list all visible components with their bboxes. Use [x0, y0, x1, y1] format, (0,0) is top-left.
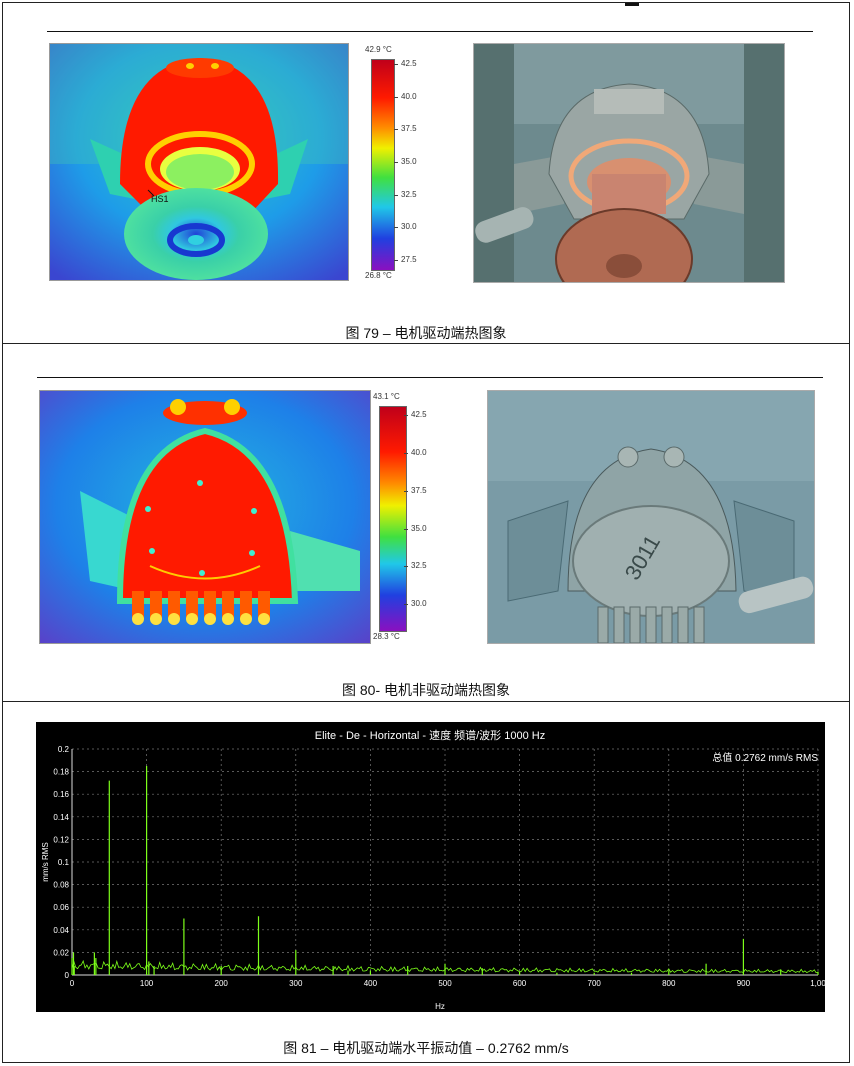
- figure-79-caption: 图 79 – 电机驱动端热图象: [345, 325, 507, 341]
- x-tick-label: 1,00: [810, 979, 825, 988]
- thermal-image-non-drive-end: [39, 390, 371, 644]
- scale-tick-label: 30.0: [411, 599, 427, 609]
- scale-min-label: 28.3 °C: [373, 632, 400, 641]
- temperature-scale-non-drive-end: 43.1 °C 28.3 °C 42.5 40.0 37.5 35.0 32.5 30.0: [373, 392, 443, 644]
- scale-min-label: 26.8 °C: [365, 271, 392, 280]
- photo-drive-end-graphic: [474, 44, 784, 282]
- x-axis-label: Hz: [435, 1002, 445, 1011]
- scale-tick-label: 35.0: [401, 157, 417, 167]
- scale-tick-label: 30.0: [401, 222, 417, 232]
- scale-tick-mark: [394, 259, 398, 261]
- figure-81-cell: Elite - De - Horizontal - 速度 频谱/波形 1000 …: [2, 701, 850, 1063]
- x-tick-label: 900: [737, 979, 751, 988]
- thermal-image-drive-end: HS1: [49, 43, 349, 281]
- thermal-drive-end-graphic: [50, 44, 348, 280]
- scale-tick-label: 40.0: [401, 91, 417, 101]
- y-tick-label: 0.02: [53, 948, 69, 957]
- x-tick-label: 200: [215, 979, 229, 988]
- photo-drive-end: [473, 43, 785, 283]
- y-tick-label: 0.08: [53, 881, 69, 890]
- scale-tick-label: 35.0: [411, 523, 427, 533]
- y-tick-label: 0.18: [53, 768, 69, 777]
- scale-tick-mark: [394, 194, 398, 196]
- x-tick-label: 600: [513, 979, 527, 988]
- x-tick-label: 300: [289, 979, 303, 988]
- spectrum-peaks: [71, 765, 819, 975]
- scale-tick-label: 42.5: [401, 59, 417, 69]
- scale-tick-mark: [404, 452, 408, 454]
- y-tick-label: 0.04: [53, 926, 69, 935]
- scale-tick-mark: [394, 129, 398, 131]
- overall-value-annotation: 总值 0.2762 mm/s RMS: [712, 751, 818, 764]
- x-tick-label: 100: [140, 979, 154, 988]
- x-tick-label: 700: [588, 979, 602, 988]
- scale-tick-label: 40.0: [411, 447, 427, 457]
- scale-tick-mark: [404, 415, 408, 417]
- y-tick-label: 0: [65, 971, 70, 980]
- y-tick-label: 0.2: [58, 745, 70, 754]
- y-tick-label: 0.06: [53, 903, 69, 912]
- y-axis-label: mm/s RMS: [41, 842, 50, 882]
- figure-79-cell: HS1 42.9 °C 26.8 °C 42.5 40.0 37.5 35.0 32.5…: [2, 2, 850, 344]
- scale-tick-label: 37.5: [411, 485, 427, 495]
- vibration-spectrum-chart: Elite - De - Horizontal - 速度 频谱/波形 1000 …: [36, 722, 826, 1012]
- scale-tick-mark: [394, 96, 398, 98]
- temperature-scale-drive-end: 42.9 °C 26.8 °C 42.5 40.0 37.5 35.0 32.5 30.0…: [363, 45, 433, 281]
- scale-tick-mark: [404, 566, 408, 568]
- scale-tick-label: 42.5: [411, 410, 427, 420]
- scale-tick-mark: [394, 64, 398, 66]
- tick-labels: 0 100 200 300 400 500 600 700 800 900 1,00 0 0.02 0.0…: [53, 745, 826, 988]
- scale-tick-label: 32.5: [411, 561, 427, 571]
- figure-81-caption: 图 81 – 电机驱动端水平振动值 – 0.2762 mm/s: [283, 1040, 569, 1056]
- chart-title: Elite - De - Horizontal - 速度 频谱/波形 1000 …: [315, 728, 545, 742]
- scale-tick-mark: [394, 227, 398, 229]
- cut-off-mark: [625, 3, 639, 6]
- scale-color-bar: [379, 406, 407, 632]
- grid-lines: [72, 748, 819, 975]
- hotspot-label: HS1: [151, 194, 169, 204]
- figure-80-caption: 图 80- 电机非驱动端热图象: [341, 682, 510, 698]
- photo-non-drive-end: 3011: [487, 390, 815, 644]
- y-tick-label: 0.16: [53, 790, 69, 799]
- top-rule: [47, 31, 813, 32]
- scale-color-bar: [371, 59, 395, 271]
- y-tick-label: 0.14: [53, 813, 69, 822]
- scale-tick-label: 37.5: [401, 124, 417, 134]
- x-tick-label: 400: [364, 979, 378, 988]
- scale-tick-label: 32.5: [401, 189, 417, 199]
- scale-tick-label: 27.5: [401, 254, 417, 264]
- x-tick-label: 0: [70, 979, 75, 988]
- y-tick-label: 0.1: [58, 858, 70, 867]
- figure-80-cell: 43.1 °C 28.3 °C 42.5 40.0 37.5 35.0 32.5 30.0…: [2, 343, 850, 702]
- spectrum-plot: Elite - De - Horizontal - 速度 频谱/波形 1000 …: [41, 728, 826, 1011]
- scale-max-label: 42.9 °C: [365, 45, 392, 54]
- scale-tick-mark: [394, 162, 398, 164]
- x-tick-label: 500: [438, 979, 452, 988]
- scale-tick-mark: [404, 528, 408, 530]
- top-rule: [37, 377, 823, 378]
- y-tick-label: 0.12: [53, 835, 69, 844]
- scale-tick-mark: [404, 490, 408, 492]
- thermal-non-drive-end-graphic: [40, 391, 370, 643]
- scale-max-label: 43.1 °C: [373, 392, 400, 401]
- photo-non-drive-end-graphic: 3011: [488, 391, 814, 643]
- scale-tick-mark: [404, 604, 408, 606]
- x-tick-label: 800: [662, 979, 676, 988]
